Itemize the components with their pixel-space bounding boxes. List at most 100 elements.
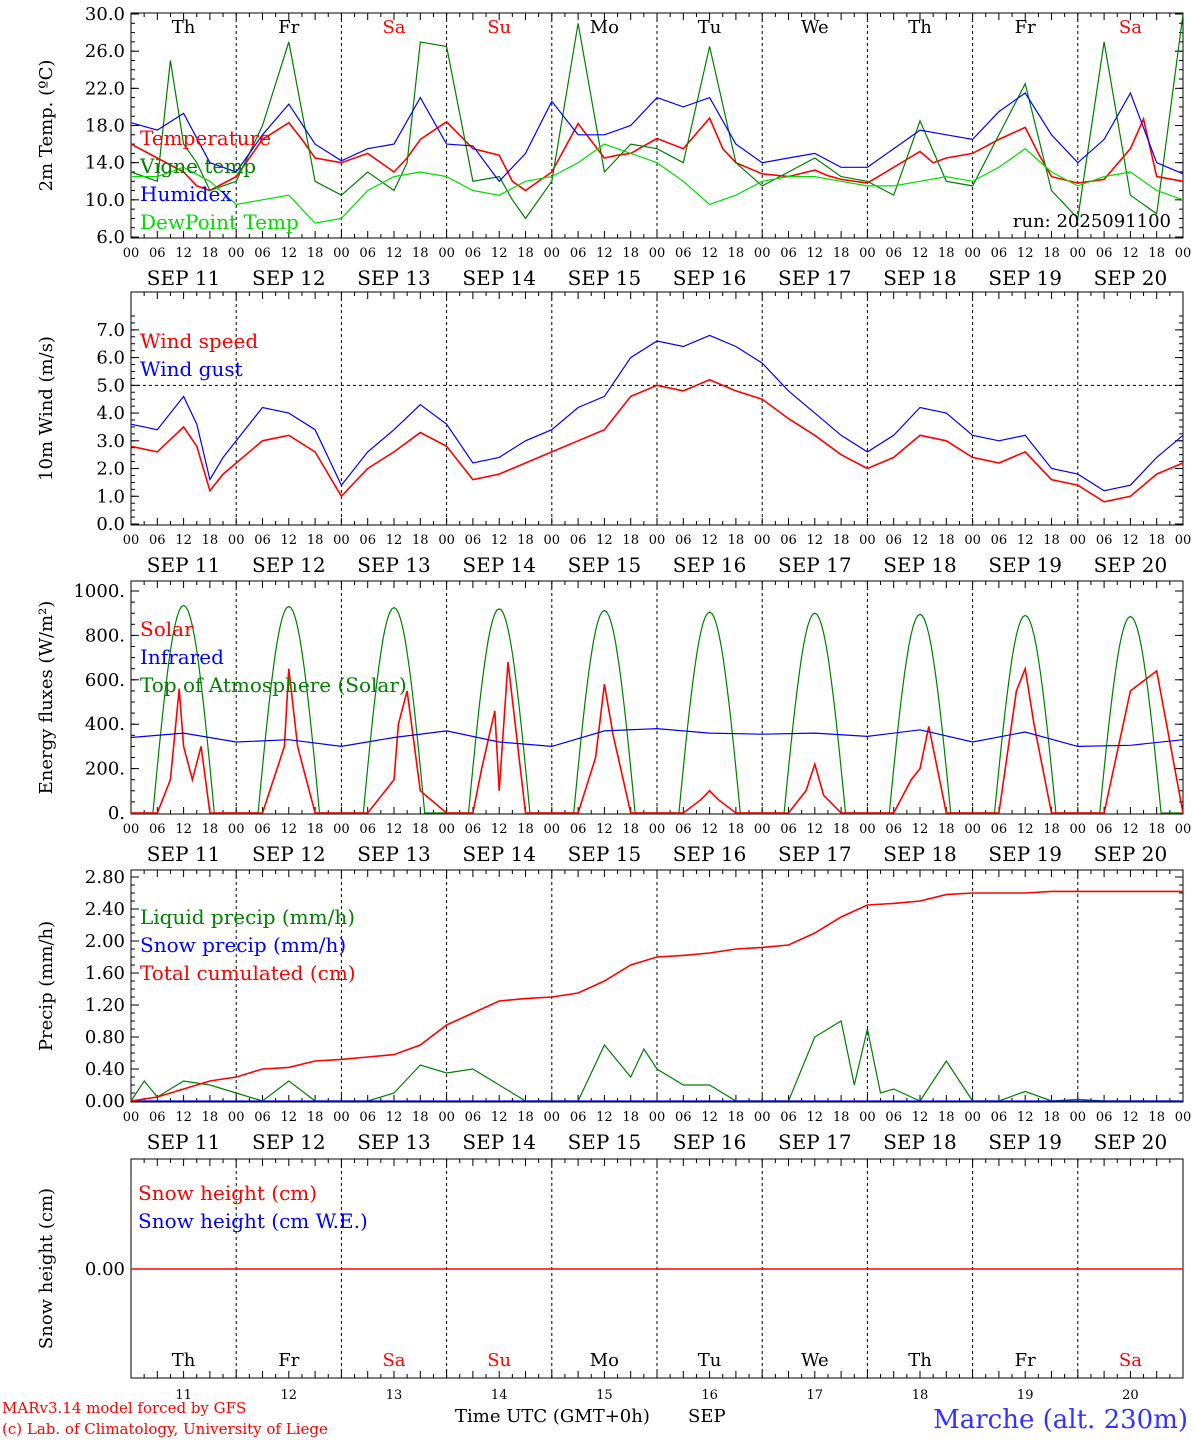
date-label: SEP 16 (673, 553, 747, 577)
hour-label: 18 (938, 1110, 955, 1125)
hour-label: 12 (491, 246, 508, 261)
hour-label: 12 (807, 1110, 824, 1125)
hour-label: 06 (254, 533, 271, 548)
hour-label: 06 (359, 533, 376, 548)
y-tick-label: 3.0 (96, 431, 125, 452)
y-tick-label: 6.0 (96, 348, 125, 369)
hour-label: 00 (754, 822, 771, 837)
hour-label: 00 (859, 1110, 876, 1125)
hour-label: 12 (596, 1110, 613, 1125)
hour-label: 06 (570, 822, 587, 837)
date-label: SEP 12 (252, 842, 326, 866)
panel-frame (130, 12, 1184, 239)
y-tick-label: 14.0 (85, 153, 125, 174)
hour-label: 12 (596, 246, 613, 261)
hour-label: 12 (807, 533, 824, 548)
hour-label: 06 (149, 246, 166, 261)
hour-label: 12 (1122, 533, 1139, 548)
hour-label: 18 (202, 533, 219, 548)
hour-label: 00 (964, 822, 981, 837)
hour-label: 18 (1043, 246, 1060, 261)
hour-label: 00 (123, 1110, 140, 1125)
y-tick-label: 6.0 (96, 227, 125, 248)
day-number: 20 (1122, 1388, 1139, 1403)
day-name: Th (908, 17, 932, 38)
day-number: 11 (175, 1388, 192, 1403)
hour-label: 12 (1122, 822, 1139, 837)
day-name: Fr (278, 17, 299, 38)
date-label: SEP 13 (357, 266, 431, 290)
date-label: SEP 13 (357, 1130, 431, 1154)
hour-label: 12 (386, 822, 403, 837)
day-name-bottom: Tu (698, 1350, 722, 1371)
hour-label: 18 (307, 533, 324, 548)
hour-label: 12 (701, 533, 718, 548)
date-label: SEP 14 (462, 266, 536, 290)
date-label: SEP 19 (988, 1130, 1062, 1154)
legend-entry: Infrared (140, 645, 224, 669)
series-line-temperature (130, 116, 1184, 192)
hour-label: 00 (964, 533, 981, 548)
legend-entry: Total cumulated (cm) (140, 961, 356, 985)
hour-label: 06 (570, 533, 587, 548)
hour-label: 06 (149, 533, 166, 548)
y-tick-label: 400. (85, 714, 125, 735)
hour-label: 12 (912, 533, 929, 548)
y-axis-title: 10m Wind (m/s) (36, 336, 57, 481)
hour-label: 12 (281, 822, 298, 837)
hour-label: 18 (938, 822, 955, 837)
hour-label: 06 (570, 1110, 587, 1125)
hour-label: 00 (123, 533, 140, 548)
date-label: SEP 12 (252, 266, 326, 290)
y-tick-label: 0.0 (96, 514, 125, 535)
date-label: SEP 16 (673, 1130, 747, 1154)
hour-label: 18 (517, 533, 534, 548)
date-label: SEP 17 (778, 1130, 852, 1154)
day-name: We (801, 17, 829, 38)
date-label: SEP 18 (883, 842, 957, 866)
date-label: SEP 11 (147, 842, 221, 866)
hour-label: 12 (1122, 246, 1139, 261)
hour-label: 00 (1175, 1110, 1192, 1125)
hour-label: 00 (1175, 246, 1192, 261)
hour-label: 06 (254, 246, 271, 261)
y-tick-label: 2.0 (96, 459, 125, 480)
hour-label: 06 (885, 822, 902, 837)
hour-label: 12 (807, 822, 824, 837)
day-name: Su (487, 17, 511, 38)
date-label: SEP 20 (1094, 842, 1168, 866)
hour-label: 12 (175, 533, 192, 548)
hour-label: 18 (307, 822, 324, 837)
hour-label: 18 (412, 246, 429, 261)
day-name: Sa (1119, 17, 1142, 38)
y-axis-title: Energy fluxes (W/m²) (36, 601, 57, 795)
date-label: SEP 16 (673, 266, 747, 290)
hour-label: 06 (1096, 1110, 1113, 1125)
legend-entry: Wind gust (140, 357, 243, 381)
hour-label: 18 (307, 246, 324, 261)
hour-label: 12 (912, 246, 929, 261)
day-name-bottom: Fr (1015, 1350, 1036, 1371)
hour-label: 00 (754, 533, 771, 548)
hour-label: 06 (465, 246, 482, 261)
hour-label: 06 (465, 822, 482, 837)
hour-label: 18 (833, 822, 850, 837)
hour-label: 18 (833, 533, 850, 548)
legend-entry: Snow height (cm W.E.) (138, 1209, 368, 1233)
y-tick-label: 26.0 (85, 41, 125, 62)
hour-label: 18 (517, 246, 534, 261)
series-line-total-cumulated-cm- (130, 890, 1183, 1102)
hour-label: 18 (202, 246, 219, 261)
hour-label: 12 (596, 822, 613, 837)
y-tick-label: 2.40 (85, 899, 125, 920)
date-label: SEP 12 (252, 553, 326, 577)
y-tick-label: 1.60 (85, 963, 125, 984)
panel-5 (130, 1158, 1184, 1379)
hour-label: 18 (938, 533, 955, 548)
hour-label: 12 (912, 822, 929, 837)
hour-label: 12 (386, 1110, 403, 1125)
hour-label: 18 (1148, 822, 1165, 837)
hour-label: 00 (859, 246, 876, 261)
run-annotation: run: 2025091100 (1013, 211, 1171, 232)
